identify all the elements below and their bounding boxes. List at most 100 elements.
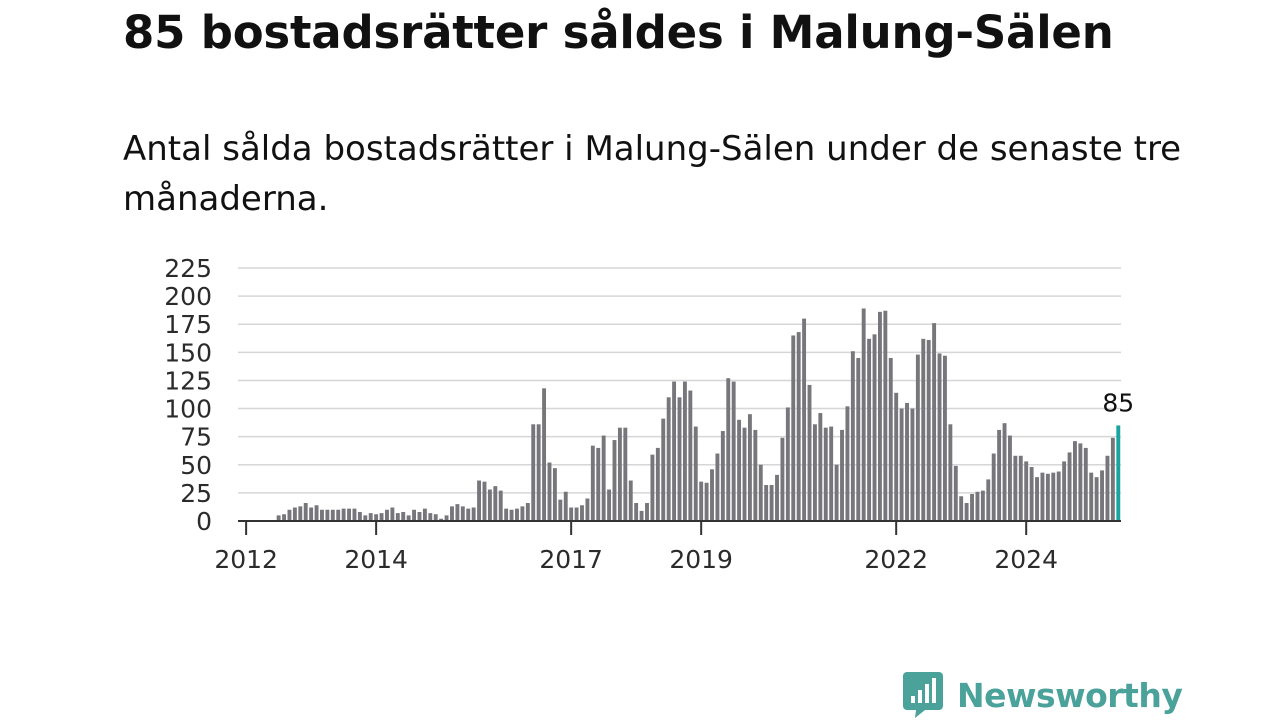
- y-tick-label: 75: [180, 423, 212, 452]
- bar: [493, 486, 498, 521]
- bar: [715, 453, 720, 521]
- bar: [910, 408, 915, 521]
- newsworthy-logo-icon: [903, 672, 943, 718]
- bar: [747, 414, 752, 521]
- bars: [276, 308, 1121, 521]
- annotations: 85: [1102, 388, 1134, 417]
- bar: [563, 491, 568, 521]
- y-tick-label: 25: [180, 479, 212, 508]
- bar: [292, 507, 297, 521]
- bar: [509, 509, 514, 521]
- bar: [926, 339, 931, 521]
- bar: [357, 512, 362, 521]
- bar: [948, 424, 953, 521]
- bar: [287, 509, 292, 521]
- bar: [937, 353, 942, 521]
- bar: [894, 392, 899, 521]
- x-tick-label: 2019: [669, 545, 733, 574]
- x-tick-label: 2014: [344, 545, 408, 574]
- bar: [964, 503, 969, 521]
- bar: [856, 357, 861, 521]
- y-tick-label: 175: [164, 310, 212, 339]
- bar: [1056, 471, 1061, 521]
- bar: [867, 338, 872, 521]
- bar: [704, 482, 709, 521]
- bar: [807, 384, 812, 521]
- bar: [850, 351, 855, 521]
- bar: [341, 508, 346, 521]
- bar: [921, 338, 926, 521]
- bar: [336, 509, 341, 521]
- bar: [520, 506, 525, 521]
- bar: [840, 429, 844, 521]
- bar: [428, 513, 433, 521]
- bar: [650, 454, 655, 521]
- bar: [645, 503, 649, 521]
- bar: [580, 505, 584, 521]
- bar: [525, 503, 530, 521]
- bar: [959, 496, 964, 521]
- bar: [975, 491, 980, 521]
- y-tick-label: 50: [180, 451, 212, 480]
- bar: [731, 381, 736, 521]
- y-tick-label: 100: [164, 395, 212, 424]
- bar: [932, 323, 937, 521]
- bar: [769, 485, 774, 521]
- bar: [655, 447, 660, 521]
- bar: [764, 485, 769, 521]
- bar: [298, 506, 303, 521]
- bar: [347, 508, 351, 521]
- bar: [314, 505, 319, 521]
- bar: [682, 381, 687, 521]
- bar: [352, 508, 357, 521]
- bar: [607, 489, 612, 521]
- bar: [1040, 472, 1045, 521]
- bar: [877, 311, 882, 521]
- bar: [471, 507, 476, 521]
- bar: [531, 424, 536, 521]
- bar: [953, 465, 958, 521]
- x-tick-label: 2022: [864, 545, 928, 574]
- bar: [417, 512, 422, 521]
- bar: [905, 402, 909, 521]
- bar: [834, 464, 839, 521]
- bar: [780, 437, 785, 521]
- bar: [276, 515, 281, 521]
- bar: [379, 513, 384, 521]
- bar: [590, 445, 595, 521]
- bar: [320, 509, 324, 521]
- bar: [997, 429, 1002, 521]
- bar: [720, 431, 725, 521]
- bar: [753, 429, 758, 521]
- bar: [585, 498, 590, 521]
- bar: [1067, 452, 1072, 521]
- bar: [596, 447, 601, 521]
- bar: [433, 514, 438, 521]
- bar: [980, 490, 985, 521]
- bar: [406, 515, 411, 521]
- bar: [390, 507, 395, 521]
- bar: [872, 334, 877, 521]
- bar: [775, 474, 779, 521]
- bar: [672, 381, 677, 521]
- y-tick-label: 200: [164, 282, 212, 311]
- bar: [628, 480, 633, 521]
- bar: [639, 510, 644, 521]
- y-tick-label: 125: [164, 366, 212, 395]
- bar: [374, 514, 379, 521]
- bar: [1089, 472, 1094, 521]
- bar: [455, 504, 460, 521]
- bar: [515, 508, 519, 521]
- bar: [812, 424, 817, 521]
- bar: [309, 507, 314, 521]
- bar: [569, 507, 574, 521]
- bar: [1002, 423, 1007, 521]
- x-tick-label: 2024: [994, 545, 1058, 574]
- bar: [915, 354, 920, 521]
- bar: [634, 503, 639, 521]
- brand-name: Newsworthy: [957, 675, 1183, 715]
- bar: [422, 508, 427, 521]
- bar: [363, 515, 368, 521]
- latest-value-label: 85: [1102, 388, 1134, 417]
- bar: [482, 481, 487, 521]
